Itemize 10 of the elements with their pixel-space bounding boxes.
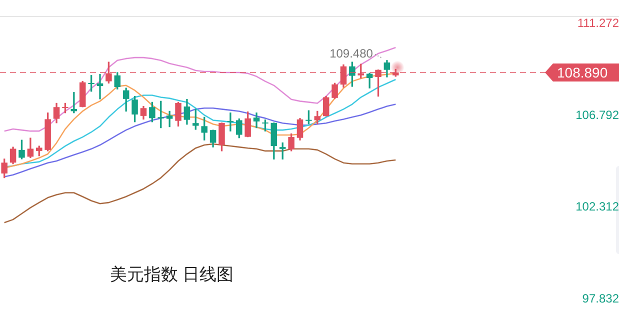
candlestick	[166, 110, 173, 128]
y-tick-label: 97.832	[582, 291, 619, 306]
candlestick	[96, 74, 104, 100]
y-tick-label: 111.272	[577, 16, 619, 30]
y-tick-label: 102.312	[576, 200, 619, 214]
text: 美元指数 日线图	[110, 264, 234, 286]
candlestick	[227, 112, 234, 132]
y-tick-label: 106.792	[576, 108, 619, 122]
annotation: 109.480	[330, 46, 374, 61]
ref-line-label: 108.890	[557, 64, 608, 80]
